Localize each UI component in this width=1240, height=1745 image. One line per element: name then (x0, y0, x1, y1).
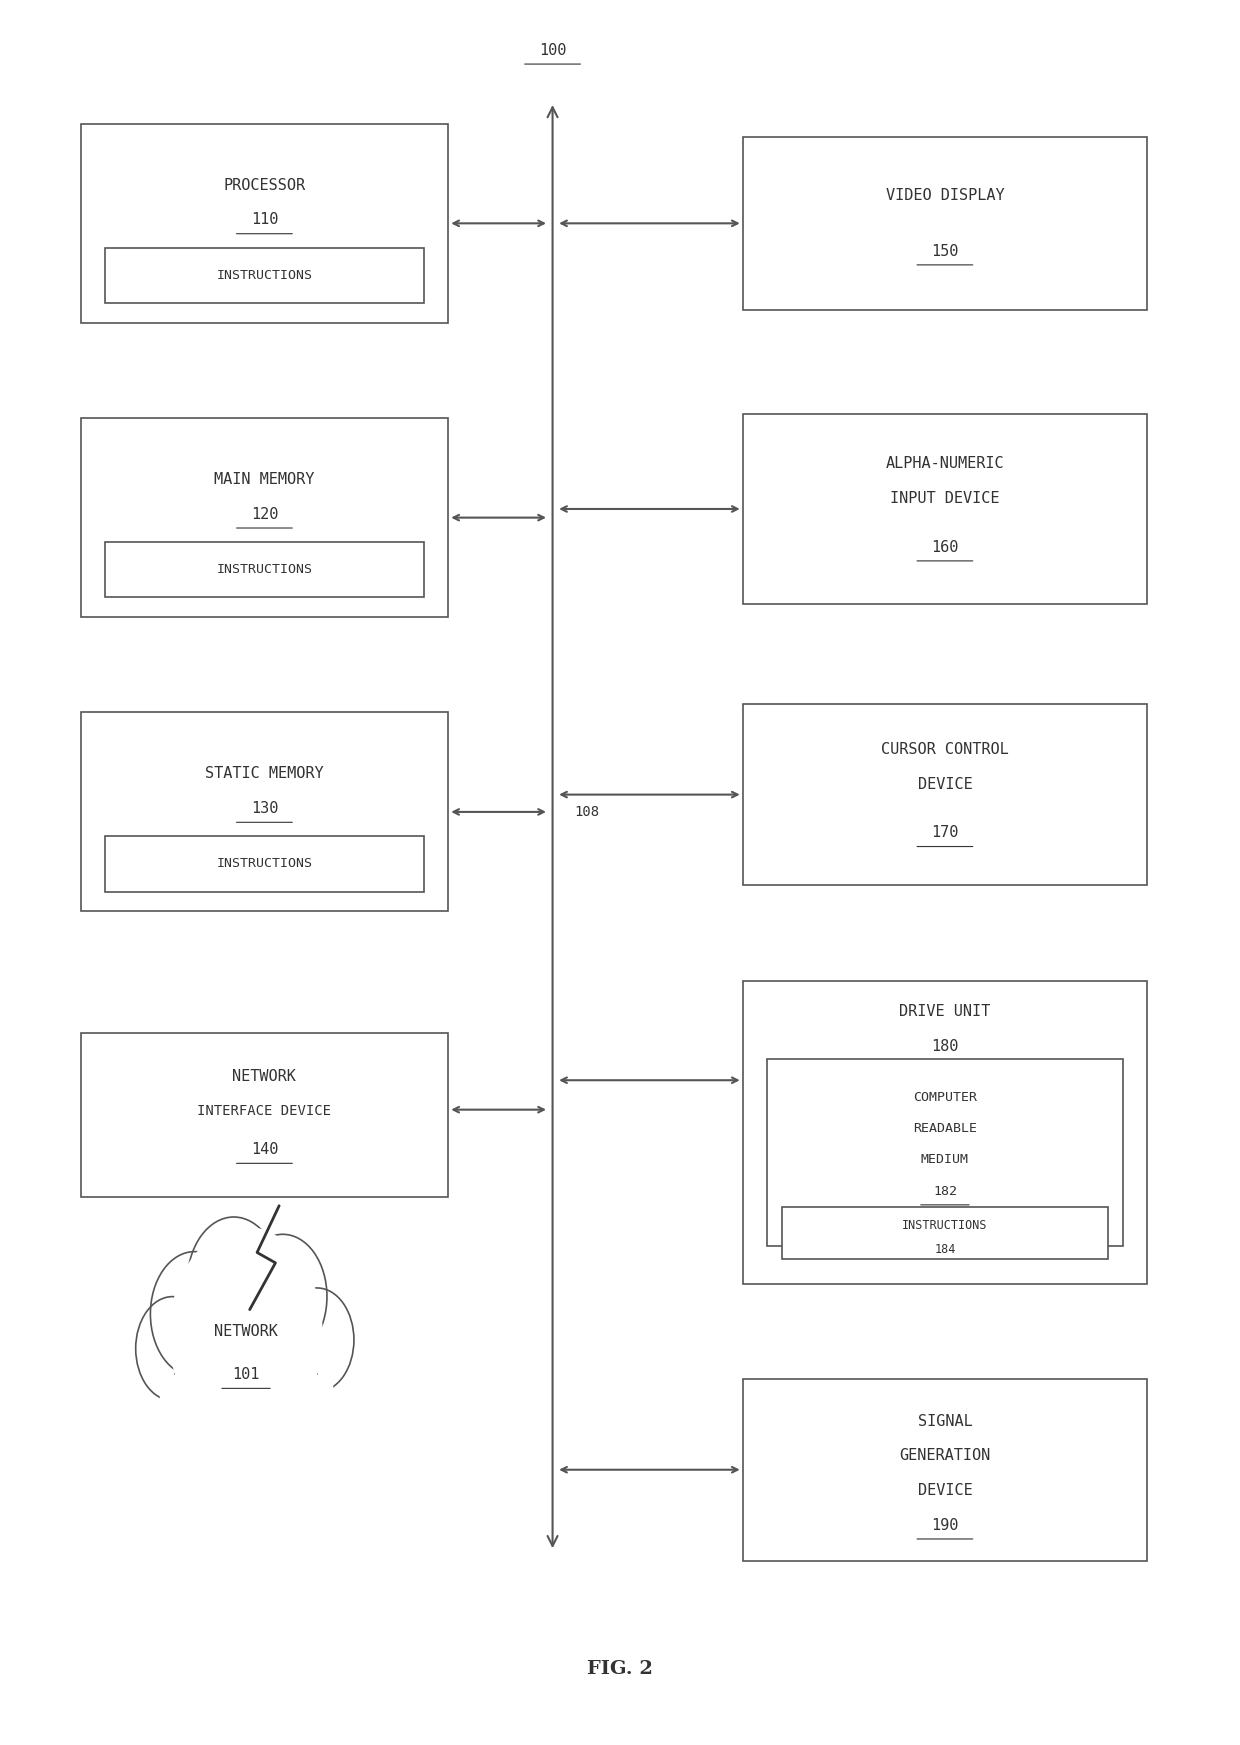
Text: 160: 160 (931, 539, 959, 555)
Text: INSTRUCTIONS: INSTRUCTIONS (217, 269, 312, 281)
Bar (743, 1379, 1147, 1560)
Text: FIG. 2: FIG. 2 (587, 1659, 653, 1677)
Text: DRIVE UNIT: DRIVE UNIT (899, 1005, 991, 1019)
Text: MEDIUM: MEDIUM (921, 1153, 968, 1166)
Circle shape (224, 1309, 317, 1440)
Text: 108: 108 (574, 804, 600, 818)
Text: 182: 182 (932, 1185, 957, 1197)
Bar (105, 836, 424, 892)
Text: INSTRUCTIONS: INSTRUCTIONS (217, 857, 312, 871)
Text: NETWORK: NETWORK (232, 1070, 296, 1084)
Text: 180: 180 (931, 1038, 959, 1054)
Bar (160, 1375, 332, 1443)
Text: COMPUTER: COMPUTER (913, 1091, 977, 1105)
Text: CURSOR CONTROL: CURSOR CONTROL (882, 742, 1009, 757)
Bar (105, 543, 424, 597)
Circle shape (238, 1234, 327, 1359)
Text: 184: 184 (934, 1244, 956, 1256)
Circle shape (170, 1227, 322, 1441)
Bar (81, 124, 449, 323)
Text: 150: 150 (931, 244, 959, 258)
Circle shape (135, 1297, 210, 1401)
Bar (743, 136, 1147, 311)
Text: ALPHA-NUMERIC: ALPHA-NUMERIC (885, 457, 1004, 471)
Bar (768, 1059, 1122, 1246)
Text: MAIN MEMORY: MAIN MEMORY (215, 473, 315, 487)
Text: PROCESSOR: PROCESSOR (223, 178, 305, 192)
Text: NETWORK: NETWORK (215, 1324, 278, 1338)
Text: 100: 100 (539, 42, 567, 58)
Bar (81, 712, 449, 911)
Bar (743, 414, 1147, 604)
Text: 110: 110 (250, 213, 278, 227)
Circle shape (150, 1251, 238, 1377)
Text: INSTRUCTIONS: INSTRUCTIONS (217, 564, 312, 576)
Text: DEVICE: DEVICE (918, 777, 972, 792)
Text: DEVICE: DEVICE (918, 1483, 972, 1497)
Circle shape (187, 1216, 280, 1349)
Circle shape (280, 1288, 353, 1393)
Text: VIDEO DISPLAY: VIDEO DISPLAY (885, 188, 1004, 202)
Text: GENERATION: GENERATION (899, 1448, 991, 1464)
Bar (105, 248, 424, 304)
Text: READABLE: READABLE (913, 1122, 977, 1136)
Bar (81, 1033, 449, 1197)
Text: 120: 120 (250, 506, 278, 522)
Text: 170: 170 (931, 825, 959, 839)
Text: 190: 190 (931, 1518, 959, 1532)
Text: SIGNAL: SIGNAL (918, 1413, 972, 1429)
Bar (81, 419, 449, 618)
Text: 140: 140 (250, 1141, 278, 1157)
Bar (782, 1206, 1109, 1258)
Text: INPUT DEVICE: INPUT DEVICE (890, 490, 999, 506)
Bar (743, 703, 1147, 885)
Text: 130: 130 (250, 801, 278, 817)
Text: INSTRUCTIONS: INSTRUCTIONS (903, 1220, 988, 1232)
Text: 101: 101 (232, 1366, 259, 1382)
Circle shape (175, 1309, 268, 1440)
Text: INTERFACE DEVICE: INTERFACE DEVICE (197, 1105, 331, 1119)
Bar (743, 981, 1147, 1284)
Text: STATIC MEMORY: STATIC MEMORY (205, 766, 324, 782)
